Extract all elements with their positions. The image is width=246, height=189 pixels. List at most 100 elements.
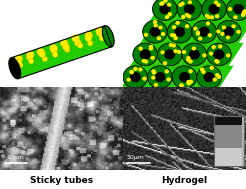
Circle shape [123,66,148,88]
Circle shape [51,47,58,54]
Circle shape [88,40,93,46]
Circle shape [187,88,212,111]
Circle shape [159,2,164,6]
Circle shape [60,39,68,47]
Circle shape [182,43,207,66]
Circle shape [138,67,143,72]
Polygon shape [172,43,219,77]
Circle shape [179,105,183,109]
Circle shape [17,62,23,68]
Circle shape [74,39,81,46]
Circle shape [154,83,158,87]
Circle shape [167,77,171,81]
Polygon shape [177,0,224,9]
Circle shape [198,36,202,41]
Circle shape [226,53,231,57]
Circle shape [177,50,181,54]
Polygon shape [162,66,209,100]
Circle shape [163,0,168,3]
Circle shape [50,44,57,52]
Circle shape [183,99,187,103]
Polygon shape [226,0,246,9]
Circle shape [162,88,187,111]
Circle shape [96,29,103,36]
Circle shape [189,49,200,60]
Text: Sticky tubes: Sticky tubes [30,176,93,185]
Circle shape [165,15,169,19]
Polygon shape [153,0,199,9]
Circle shape [241,13,245,17]
Circle shape [212,45,216,49]
Circle shape [95,27,103,35]
Circle shape [157,43,182,66]
Circle shape [133,67,138,71]
Circle shape [204,94,208,98]
Circle shape [192,20,216,43]
Polygon shape [113,66,160,100]
Circle shape [216,20,241,43]
Polygon shape [207,20,246,54]
Circle shape [191,103,195,107]
Circle shape [196,32,200,36]
Circle shape [185,24,189,28]
Circle shape [210,15,214,19]
Circle shape [192,46,196,50]
Circle shape [164,95,168,99]
Circle shape [193,27,198,31]
Text: Hydrogel: Hydrogel [161,176,208,185]
Circle shape [157,36,161,40]
Circle shape [200,67,204,72]
Circle shape [199,106,203,110]
Ellipse shape [9,58,21,79]
Circle shape [114,94,119,98]
Circle shape [153,90,157,94]
Circle shape [182,50,186,54]
Circle shape [190,90,194,94]
Circle shape [142,77,147,81]
Circle shape [188,0,192,4]
Polygon shape [182,20,229,54]
Circle shape [158,26,163,29]
Circle shape [153,20,157,24]
Ellipse shape [102,26,114,47]
Circle shape [130,98,134,102]
Circle shape [119,106,123,110]
Circle shape [144,33,148,37]
Polygon shape [187,66,234,100]
Circle shape [139,92,144,96]
Circle shape [222,26,226,29]
Circle shape [188,69,193,73]
Circle shape [183,97,187,101]
Polygon shape [202,0,246,9]
Circle shape [138,46,143,51]
Circle shape [129,70,134,74]
Circle shape [129,92,133,96]
Circle shape [165,69,169,74]
Circle shape [179,84,184,88]
Circle shape [167,3,171,7]
Circle shape [180,2,185,6]
Circle shape [186,58,191,62]
Circle shape [154,23,158,28]
Circle shape [209,52,213,56]
Circle shape [142,59,146,63]
Circle shape [207,43,231,66]
Circle shape [113,88,138,111]
Circle shape [42,56,47,62]
Polygon shape [216,0,246,32]
Circle shape [226,36,230,40]
Circle shape [177,0,202,20]
Circle shape [231,24,236,28]
Circle shape [64,47,70,52]
Circle shape [37,48,45,56]
Circle shape [152,70,156,75]
Circle shape [220,32,225,36]
Circle shape [52,52,58,57]
Circle shape [202,53,207,57]
Circle shape [167,20,192,43]
Circle shape [206,21,210,26]
Circle shape [169,95,180,105]
Circle shape [215,73,219,77]
Circle shape [179,83,184,87]
Circle shape [226,0,246,20]
